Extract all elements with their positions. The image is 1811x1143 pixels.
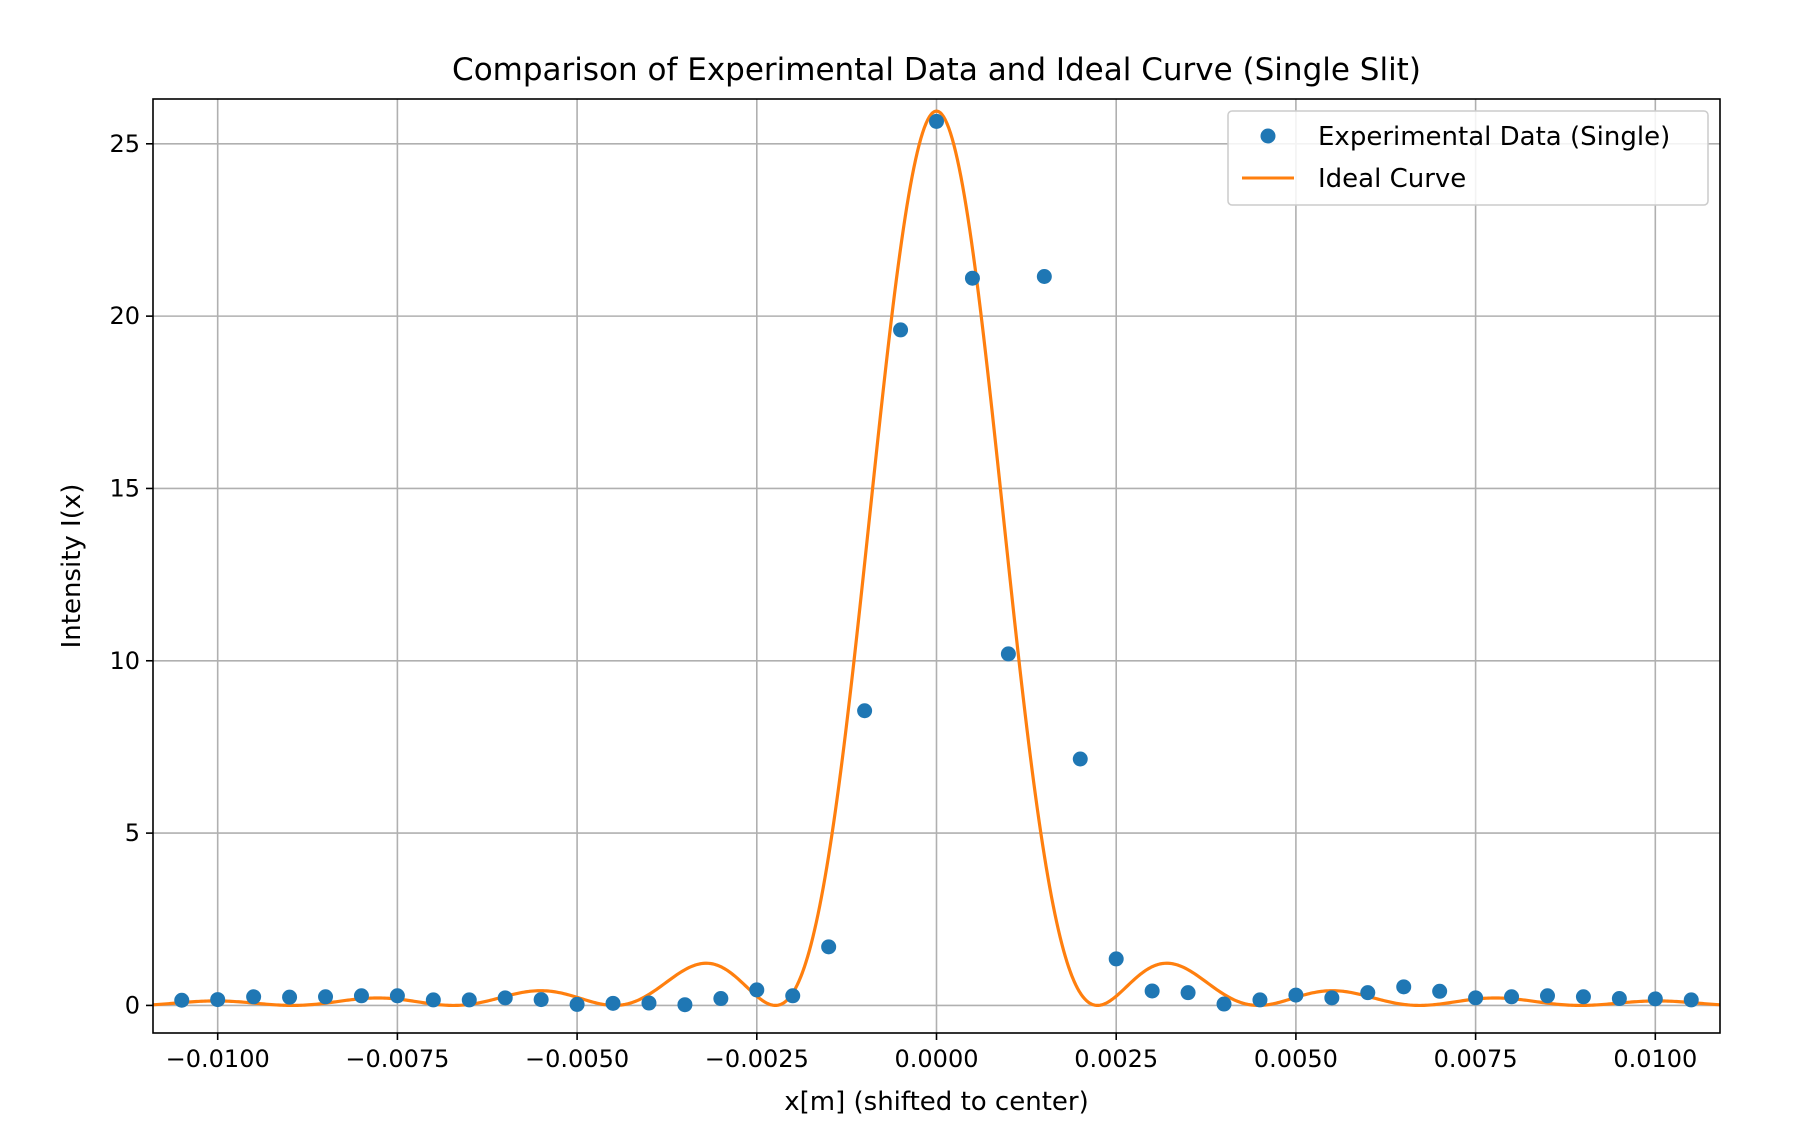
data-point	[461, 992, 477, 1008]
data-point	[749, 982, 765, 998]
x-tick-label: 0.0100	[1613, 1045, 1697, 1073]
y-tick-label: 20	[109, 302, 140, 330]
data-point	[1180, 985, 1196, 1001]
data-point	[1324, 990, 1340, 1006]
data-point	[785, 988, 801, 1004]
data-point	[353, 988, 369, 1004]
data-point	[174, 992, 190, 1008]
x-tick-label: −0.0050	[525, 1045, 629, 1073]
data-point	[821, 939, 837, 955]
data-point	[1611, 991, 1627, 1007]
x-tick-label: −0.0100	[166, 1045, 270, 1073]
x-axis-label: x[m] (shifted to center)	[784, 1087, 1088, 1117]
data-point	[318, 989, 334, 1005]
x-axis-ticks: −0.0100 −0.0075 −0.0050 −0.0025 0.0000 0.0025…	[166, 1033, 1697, 1073]
legend-label-ideal-curve: Ideal Curve	[1318, 164, 1466, 194]
data-point	[497, 990, 513, 1006]
data-point	[246, 989, 262, 1005]
data-point	[1647, 991, 1663, 1007]
data-point	[677, 997, 693, 1013]
chart-title: Comparison of Experimental Data and Idea…	[452, 52, 1421, 88]
data-point	[569, 996, 585, 1012]
data-point	[1216, 996, 1232, 1012]
data-point	[641, 995, 657, 1011]
data-point	[1036, 268, 1052, 284]
x-tick-label: 0.0000	[895, 1045, 979, 1073]
data-point	[533, 992, 549, 1008]
grid-lines	[153, 99, 1720, 1033]
data-point	[893, 322, 909, 338]
y-tick-label: 15	[109, 474, 140, 502]
y-axis-ticks: 0 5 10 15 20 25	[109, 130, 153, 1019]
data-point	[857, 703, 873, 719]
data-point	[1468, 990, 1484, 1006]
experimental-points-layer	[174, 113, 1699, 1013]
data-point	[1000, 646, 1016, 662]
ideal-curve-line	[152, 109, 1721, 1008]
data-point	[1252, 992, 1268, 1008]
legend-label-experimental: Experimental Data (Single)	[1318, 122, 1670, 152]
data-point	[1539, 988, 1555, 1004]
data-point	[713, 991, 729, 1007]
data-point	[1396, 979, 1412, 995]
y-axis-label: Intensity I(x)	[57, 484, 87, 649]
y-tick-label: 25	[109, 130, 140, 158]
data-point	[1072, 751, 1088, 767]
data-point	[1108, 951, 1124, 967]
x-tick-label: 0.0025	[1074, 1045, 1158, 1073]
data-point	[1360, 985, 1376, 1001]
data-point	[605, 995, 621, 1011]
data-point	[1504, 989, 1520, 1005]
y-tick-label: 10	[109, 647, 140, 675]
x-tick-label: 0.0075	[1434, 1045, 1518, 1073]
y-tick-label: 0	[125, 991, 140, 1019]
data-point	[425, 992, 441, 1008]
data-point	[1575, 989, 1591, 1005]
x-tick-label: 0.0050	[1254, 1045, 1338, 1073]
data-point	[1144, 983, 1160, 999]
legend: Experimental Data (Single) Ideal Curve	[1227, 110, 1709, 206]
data-point	[282, 989, 298, 1005]
legend-marker-experimental	[1260, 128, 1276, 144]
legend-box	[1227, 110, 1709, 206]
x-tick-label: −0.0075	[345, 1045, 449, 1073]
y-tick-label: 5	[125, 819, 140, 847]
x-tick-label: −0.0025	[705, 1045, 809, 1073]
data-point	[1432, 983, 1448, 999]
data-point	[1288, 987, 1304, 1003]
ideal-curve-layer	[152, 109, 1721, 1008]
data-point	[964, 270, 980, 286]
data-point	[389, 988, 405, 1004]
data-point	[1683, 992, 1699, 1008]
data-point	[929, 113, 944, 129]
data-point	[210, 992, 226, 1008]
